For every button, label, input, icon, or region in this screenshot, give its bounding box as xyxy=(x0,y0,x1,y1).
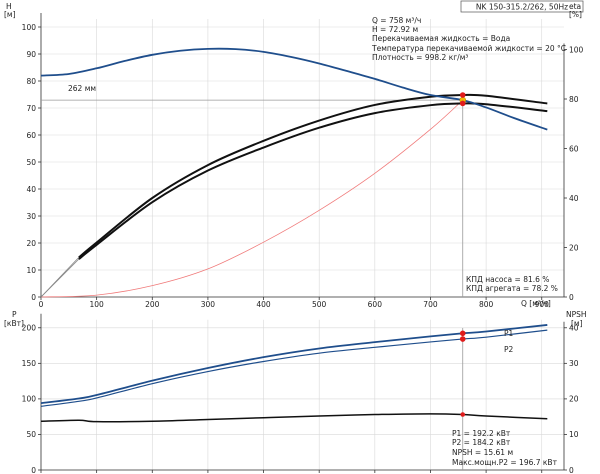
duty-point-p1-marker xyxy=(459,330,466,337)
head-axis-title: H xyxy=(6,2,12,11)
head-tick-label: 60 xyxy=(26,131,36,140)
flow-tick-label: 700 xyxy=(423,300,438,309)
p2-curve xyxy=(40,329,548,407)
p1-curve xyxy=(40,324,548,405)
npsh-tick-label: 10 xyxy=(569,430,579,439)
flow-axis-label: Q [м³/ч] xyxy=(521,299,551,308)
impeller-diameter-label: 262 мм xyxy=(68,84,96,93)
pump-efficiency-curve xyxy=(78,93,548,259)
head-tick-label: 70 xyxy=(26,104,36,113)
power-tick-label: 50 xyxy=(26,430,36,439)
model-label: NK 150-315.2/262, 50Hz xyxy=(476,3,568,12)
head-tick-label: 20 xyxy=(26,239,36,248)
npsh-tick-label: 20 xyxy=(569,395,579,404)
duty-info-line-2: H = 72.92 м xyxy=(372,25,418,34)
efficiency-axis-unit: [%] xyxy=(569,10,582,19)
head-tick-label: 80 xyxy=(26,77,36,86)
power-tick-label: 200 xyxy=(22,324,37,333)
head-curve xyxy=(40,47,548,131)
efficiency-tick-label: 100 xyxy=(569,45,584,54)
duty-info-line-4: Температура перекачиваемой жидкости = 20… xyxy=(371,44,566,53)
head-tick-label: 50 xyxy=(26,158,36,167)
model-label-box xyxy=(460,0,584,13)
power-axis-title: P xyxy=(12,310,17,319)
efficiency-tick-label: 0 xyxy=(569,293,574,302)
npsh-tick-label: 40 xyxy=(569,324,579,333)
duty-point-unit-efficiency-marker xyxy=(459,100,466,107)
power-tick-label: 0 xyxy=(31,466,36,474)
head-tick-label: 10 xyxy=(26,266,36,275)
flow-tick-label: 900 xyxy=(535,300,550,309)
flow-tick-label: 300 xyxy=(201,300,216,309)
head-tick-label: 100 xyxy=(22,23,37,32)
flow-tick-label: 0 xyxy=(39,300,44,309)
duty-info-line-3: Перекачиваемая жидкость = Вода xyxy=(372,34,510,43)
flow-tick-label: 200 xyxy=(145,300,160,309)
npsh-axis-unit: [м] xyxy=(571,319,583,328)
flow-tick-label: 500 xyxy=(312,300,327,309)
npsh-axis-title: NPSH xyxy=(566,310,587,319)
head-axis-unit: [м] xyxy=(4,10,16,19)
power-info-line-1: P1 = 192.2 кВт xyxy=(452,429,511,438)
p1-curve-label: P1 xyxy=(504,329,514,338)
duty-info-line-1: Q = 758 м³/ч xyxy=(372,16,421,25)
efficiency-tick-label: 20 xyxy=(569,243,579,252)
head-tick-label: 0 xyxy=(31,293,36,302)
flow-tick-label: 800 xyxy=(479,300,494,309)
flow-tick-label: 600 xyxy=(368,300,383,309)
efficiency-tick-label: 60 xyxy=(569,144,579,153)
duty-point-p2-marker xyxy=(459,336,466,342)
head-tick-label: 30 xyxy=(26,212,36,221)
unit-efficiency-curve xyxy=(78,102,548,260)
npsh-tick-label: 30 xyxy=(569,359,579,368)
pump-efficiency-text: КПД насоса = 81.6 % xyxy=(466,275,549,284)
npsh-tick-label: 0 xyxy=(569,466,574,474)
p2-curve-label: P2 xyxy=(504,345,514,354)
duty-info-line-5: Плотность = 998.2 кг/м³ xyxy=(372,53,468,62)
power-info-line-2: P2 = 184.2 кВт xyxy=(452,438,511,447)
npsh-curve xyxy=(40,413,548,423)
power-tick-label: 150 xyxy=(22,359,37,368)
power-axis-unit: [кВт] xyxy=(4,319,24,328)
power-tick-label: 100 xyxy=(22,395,37,404)
flow-tick-label: 100 xyxy=(89,300,104,309)
duty-point-pump-efficiency-marker xyxy=(459,92,466,98)
unit-efficiency-lead xyxy=(40,258,80,298)
efficiency-tick-label: 80 xyxy=(569,95,579,104)
head-tick-label: 40 xyxy=(26,185,36,194)
power-info-line-4: Макс.мощн.P2 = 196.7 кВт xyxy=(452,458,558,467)
power-info-line-3: NPSH = 15.61 м xyxy=(452,448,513,457)
system-curve xyxy=(40,99,464,298)
duty-point-npsh-marker xyxy=(460,412,466,417)
efficiency-tick-label: 40 xyxy=(569,194,579,203)
flow-tick-label: 400 xyxy=(256,300,271,309)
unit-efficiency-text: КПД агрегата = 78.2 % xyxy=(466,284,558,293)
head-tick-label: 90 xyxy=(26,50,36,59)
efficiency-axis-title: eta xyxy=(569,2,581,11)
